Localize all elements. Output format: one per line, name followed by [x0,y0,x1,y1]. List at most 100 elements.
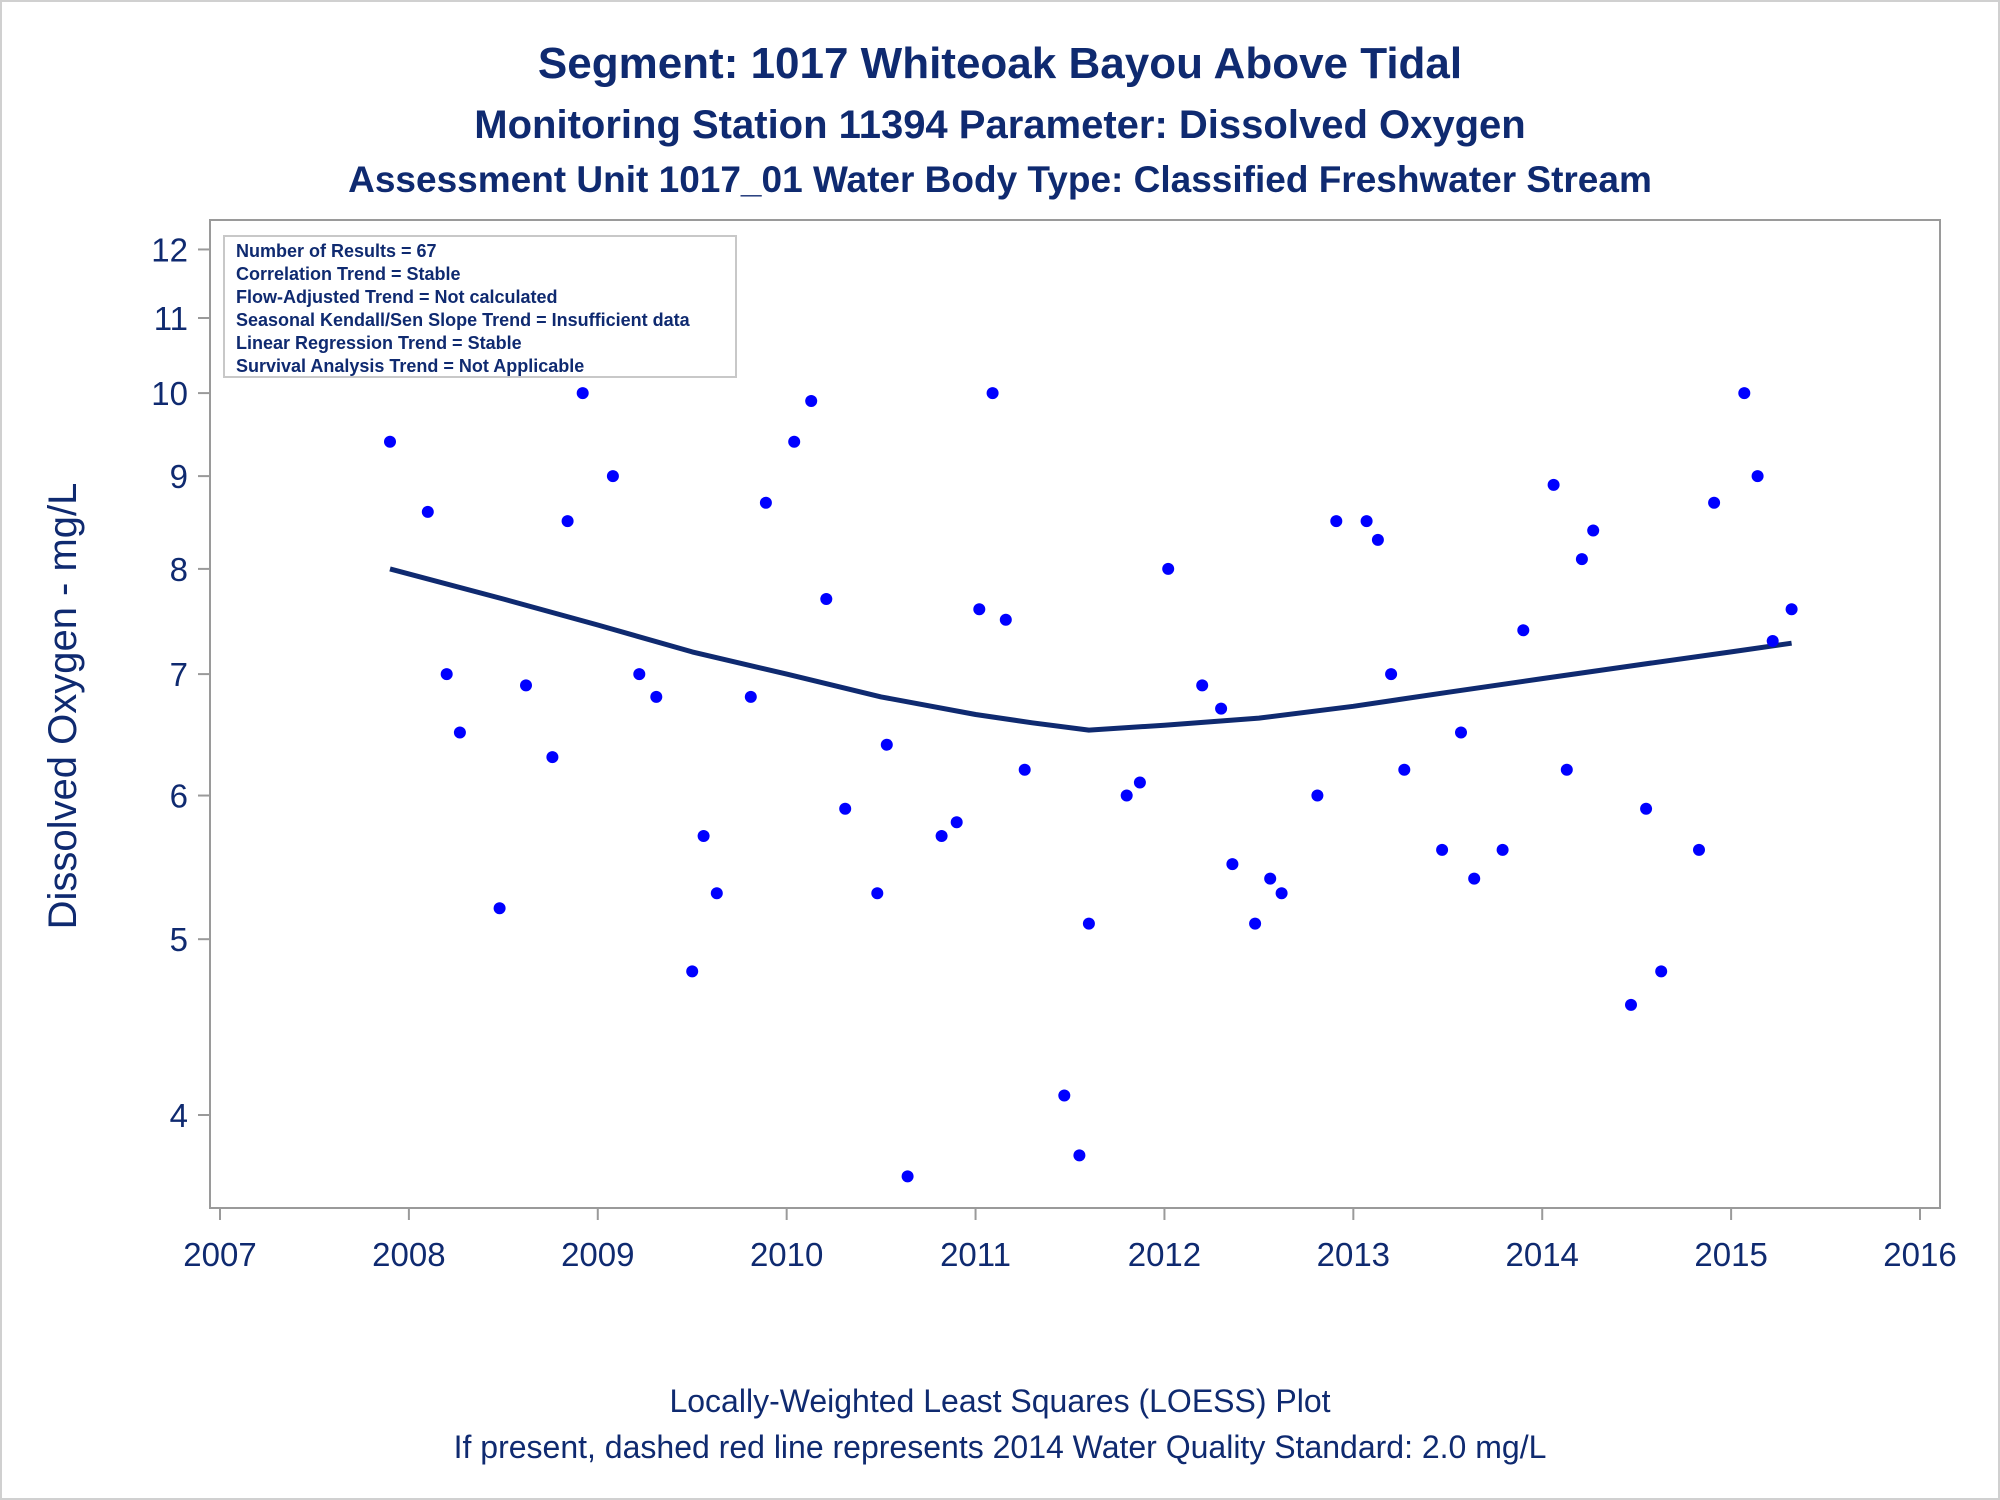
data-point [1385,668,1398,681]
x-tick-label: 2015 [1694,1236,1767,1273]
data-point [986,387,999,400]
chart-subtitle-assessment: Assessment Unit 1017_01 Water Body Type:… [348,159,1652,200]
data-point [606,470,619,483]
chart-subtitle-station: Monitoring Station 11394 Parameter: Diss… [474,103,1525,147]
data-point [1249,917,1262,930]
data-point [1133,776,1146,789]
x-tick-label: 2011 [940,1236,1011,1273]
y-tick-label: 9 [170,458,188,495]
data-point [1398,763,1411,776]
data-point [1625,998,1637,1011]
data-point [1018,763,1031,776]
data-point [1738,387,1751,400]
x-tick-label: 2008 [372,1236,445,1273]
data-point [1073,1149,1086,1162]
data-point [1058,1089,1071,1102]
info-line-correlation: Correlation Trend = Stable [236,264,461,284]
y-tick-label: 12 [151,231,188,268]
data-point [493,902,506,915]
data-point [901,1170,914,1183]
y-tick-label: 11 [154,300,188,337]
data-point [1436,843,1449,856]
info-line-flow-adjusted: Flow-Adjusted Trend = Not calculated [236,287,558,307]
info-line-seasonal-kendall: Seasonal Kendall/Sen Slope Trend = Insuf… [236,310,691,330]
data-point [710,887,723,900]
data-point [759,496,772,509]
info-box: Number of Results = 67 Correlation Trend… [223,235,737,378]
y-tick-label: 8 [170,551,188,588]
y-tick-label: 10 [151,375,188,412]
data-point [453,726,466,739]
data-point [935,830,948,842]
data-point [1120,789,1133,802]
footnote-loess: Locally-Weighted Least Squares (LOESS) P… [669,1383,1330,1419]
data-point [1655,965,1668,978]
data-point [1311,789,1324,802]
data-point [1226,858,1239,871]
data-point [697,830,710,842]
y-tick-label: 7 [170,656,188,693]
data-point [950,816,963,829]
data-point [1560,763,1573,776]
y-tick-label: 5 [170,921,188,958]
data-point [1547,478,1560,491]
plot-area [209,219,1941,1209]
data-point [1196,679,1209,692]
info-line-linear-regression: Linear Regression Trend = Stable [236,333,522,353]
data-point [561,515,574,528]
y-axis-label: Dissolved Oxygen - mg/L [41,483,85,930]
data-point [820,593,833,605]
x-tick-label: 2007 [183,1236,256,1273]
y-tick-label: 6 [170,778,188,815]
data-point [1162,562,1175,575]
data-point [1264,872,1277,885]
data-point [1708,496,1721,509]
data-point [1215,702,1228,715]
x-axis: 2007 2008 2009 2010 2011 2012 2013 2014 2015 2016 [183,1208,1957,1273]
data-point [1330,515,1343,528]
data-point [686,965,699,978]
data-point [1587,524,1600,537]
data-point [520,679,532,692]
data-point [973,603,986,616]
info-line-survival: Survival Analysis Trend = Not Applicable [236,356,584,376]
data-point [1751,470,1764,483]
data-point [788,435,801,448]
data-point [421,505,434,518]
data-point [1496,843,1509,856]
loess-line [389,566,1792,733]
info-box-border [223,235,737,378]
data-point [546,751,559,764]
data-point [839,802,852,815]
x-tick-label: 2009 [561,1236,634,1273]
data-point [440,668,453,681]
info-line-results: Number of Results = 67 [236,241,437,261]
data-point [1455,726,1467,739]
data-point [1082,917,1095,930]
chart-title: Segment: 1017 Whiteoak Bayou Above Tidal [538,39,1462,88]
y-tick-label: 4 [170,1097,188,1134]
data-point [384,435,396,448]
data-point [1517,624,1530,637]
data-point [1468,872,1481,885]
data-point [805,395,818,407]
x-tick-label: 2016 [1883,1236,1956,1273]
data-point [1575,553,1588,566]
data-point [1360,515,1373,528]
x-tick-label: 2014 [1506,1236,1579,1273]
data-point [744,690,757,703]
x-tick-label: 2010 [750,1236,823,1273]
data-point [871,887,884,900]
data-point [633,668,646,681]
data-point [1371,533,1384,546]
data-point [880,738,893,751]
loess-layer [389,566,1792,733]
data-point [1275,887,1288,900]
data-point [1766,635,1779,647]
footnote-standard: If present, dashed red line represents 2… [454,1429,1547,1465]
x-tick-label: 2012 [1128,1236,1201,1273]
data-point [576,387,589,400]
data-point [650,690,663,703]
